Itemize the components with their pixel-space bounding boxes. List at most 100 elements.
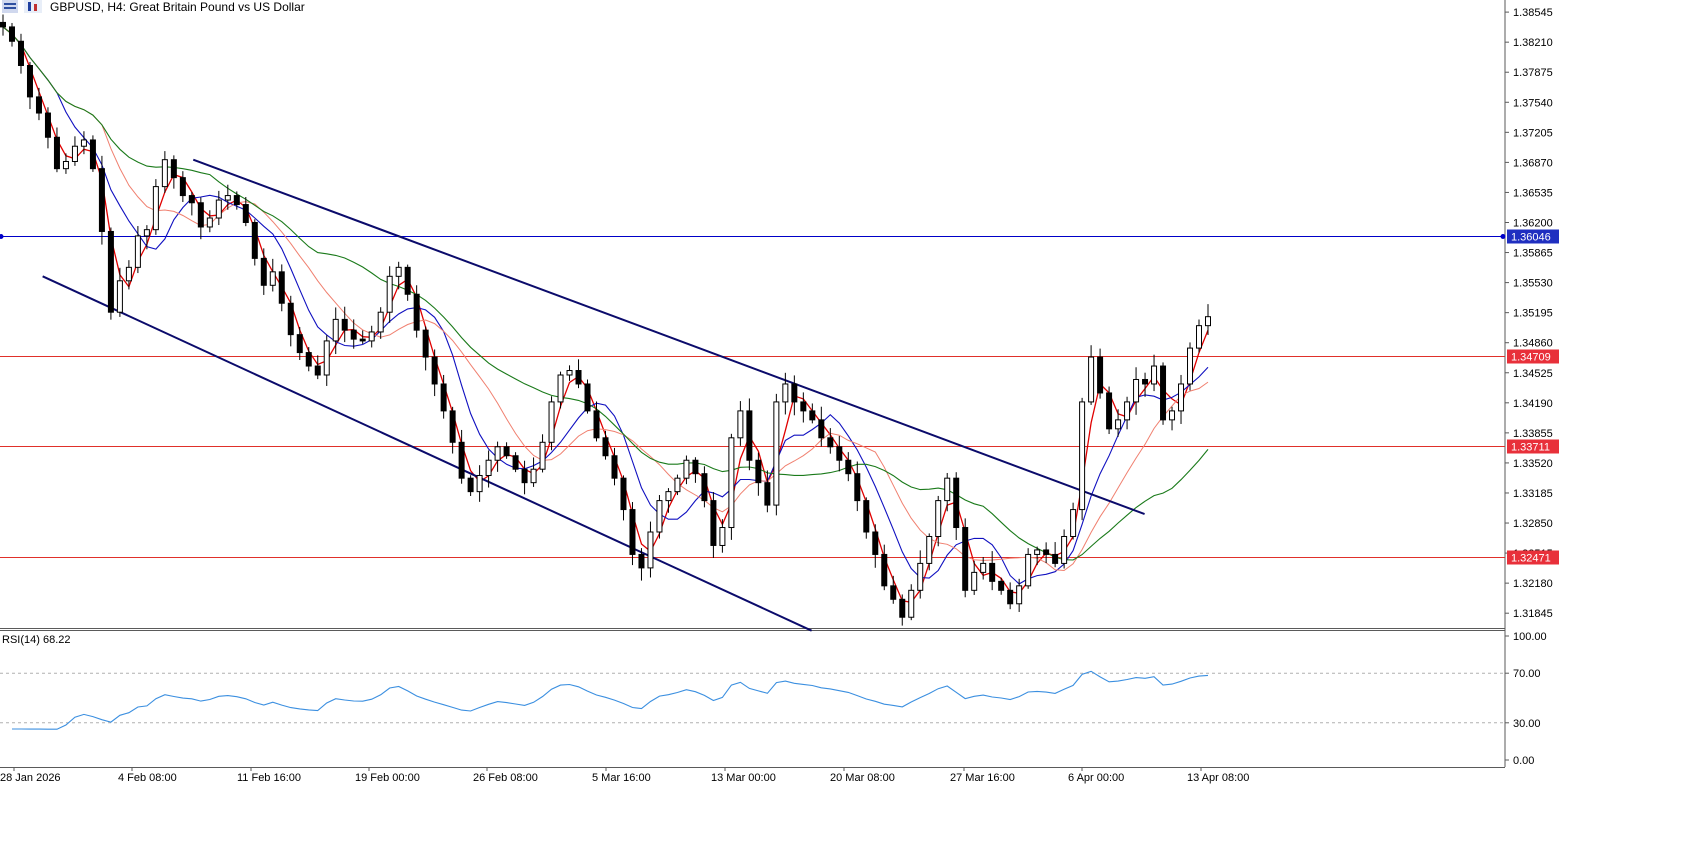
candle-body bbox=[107, 230, 114, 313]
candle-body bbox=[1106, 392, 1113, 430]
candle-body bbox=[728, 437, 735, 529]
price-tick-label: 1.37875 bbox=[1513, 67, 1553, 79]
candle-body bbox=[845, 459, 852, 475]
candle-body bbox=[395, 266, 402, 277]
candle-body bbox=[872, 531, 879, 555]
candle-body bbox=[1151, 365, 1158, 385]
price-tick-label: 1.33855 bbox=[1513, 428, 1553, 440]
candle-body bbox=[143, 229, 150, 237]
candle-body bbox=[485, 459, 492, 476]
candle-body bbox=[1142, 378, 1149, 385]
candle-body bbox=[8, 26, 15, 42]
candle-body bbox=[467, 477, 474, 493]
candle-body bbox=[125, 266, 132, 282]
candle-body bbox=[215, 199, 222, 219]
candle-body bbox=[674, 477, 681, 493]
candle-body bbox=[296, 334, 303, 354]
candle-body bbox=[80, 139, 87, 147]
candle-body bbox=[836, 446, 843, 461]
candle-body bbox=[17, 40, 24, 66]
candle-body bbox=[1052, 553, 1059, 564]
time-tick-label: 26 Feb 08:00 bbox=[473, 772, 538, 784]
candle-body bbox=[809, 410, 816, 421]
candle-body bbox=[116, 280, 123, 313]
candle-body bbox=[1196, 325, 1203, 349]
rsi-line bbox=[12, 670, 1209, 730]
candle-body bbox=[710, 500, 717, 546]
candle-body bbox=[503, 446, 510, 457]
candle-body bbox=[269, 271, 276, 286]
candle-body bbox=[620, 477, 627, 511]
candle-body bbox=[791, 383, 798, 403]
candle-body bbox=[827, 437, 834, 448]
candle-body bbox=[233, 195, 240, 206]
candle-body bbox=[377, 311, 384, 333]
chart-type-icon[interactable] bbox=[2, 0, 18, 13]
candle-body bbox=[971, 571, 978, 591]
blue-line-tag-label: 1.36046 bbox=[1511, 232, 1551, 244]
level-anchor-left[interactable] bbox=[0, 234, 4, 239]
red-line-3-tag bbox=[1507, 550, 1559, 565]
candle-body bbox=[332, 318, 339, 342]
candle-body bbox=[557, 374, 564, 403]
time-tick-label: 4 Feb 08:00 bbox=[118, 772, 177, 784]
candle-body bbox=[989, 562, 996, 582]
candle-body bbox=[1169, 410, 1176, 421]
candle-body bbox=[746, 410, 753, 461]
candle-body bbox=[1079, 401, 1086, 511]
price-tick-label: 1.32180 bbox=[1513, 578, 1553, 590]
candle-body bbox=[449, 410, 456, 443]
candle-body bbox=[566, 370, 573, 376]
candle-body bbox=[368, 331, 375, 342]
rsi-tick-label: 100.00 bbox=[1513, 631, 1547, 643]
candle-body bbox=[629, 509, 636, 555]
candles-icon[interactable] bbox=[24, 0, 42, 13]
candle-body bbox=[350, 329, 357, 340]
channel-upper-line[interactable] bbox=[192, 158, 1145, 515]
channel-lower-line[interactable] bbox=[42, 275, 813, 632]
candle-body bbox=[404, 266, 411, 295]
candle-body bbox=[341, 318, 348, 331]
candle-body bbox=[1025, 553, 1032, 587]
candle-body bbox=[152, 186, 159, 231]
candle-body bbox=[1061, 535, 1068, 564]
candle-body bbox=[1007, 589, 1014, 605]
candle-body bbox=[161, 159, 168, 188]
price-tick-label: 1.35865 bbox=[1513, 248, 1553, 260]
candle-body bbox=[926, 535, 933, 564]
time-tick-label: 6 Apr 00:00 bbox=[1068, 772, 1124, 784]
candle-body bbox=[44, 112, 51, 138]
rsi-tick-label: 70.00 bbox=[1513, 668, 1541, 680]
level-anchor-right[interactable] bbox=[1500, 234, 1506, 239]
candle-body bbox=[953, 477, 960, 529]
price-tick-label: 1.33520 bbox=[1513, 458, 1553, 470]
ma-line-7 bbox=[2, 26, 1209, 585]
time-axis: 28 Jan 2026 4 Feb 08:00 11 Feb 16:00 19 Feb… bbox=[0, 767, 1249, 784]
time-tick-label: 11 Feb 16:00 bbox=[237, 772, 301, 784]
header-bar: GBPUSD, H4: Great Britain Pound vs US Do… bbox=[2, 0, 305, 14]
price-tick-label: 1.38545 bbox=[1513, 7, 1553, 19]
candle-body bbox=[206, 217, 213, 228]
candle-body bbox=[890, 585, 897, 600]
price-tick-label: 1.36870 bbox=[1513, 157, 1553, 169]
symbol-title: GBPUSD, H4: Great Britain Pound vs US Do… bbox=[50, 0, 305, 14]
price-pane[interactable] bbox=[0, 0, 1505, 628]
rsi-tick-label: 0.00 bbox=[1513, 755, 1534, 767]
candle-body bbox=[134, 235, 141, 268]
chart-type-icon-bar-1 bbox=[4, 3, 16, 5]
price-tick-label: 1.36535 bbox=[1513, 187, 1553, 199]
candle-body bbox=[1133, 378, 1140, 403]
rsi-label: RSI(14) 68.22 bbox=[2, 634, 70, 646]
candle-body bbox=[476, 474, 483, 493]
price-tick-label: 1.37540 bbox=[1513, 97, 1553, 109]
candle-body bbox=[314, 365, 321, 376]
candle-body bbox=[1124, 401, 1131, 421]
red-line-2-tag bbox=[1507, 439, 1559, 454]
candle-body bbox=[638, 553, 645, 569]
red-line-3-tag-label: 1.32471 bbox=[1511, 553, 1551, 565]
candle-body bbox=[944, 477, 951, 502]
candle-body bbox=[611, 455, 618, 479]
candle-body bbox=[584, 383, 591, 412]
